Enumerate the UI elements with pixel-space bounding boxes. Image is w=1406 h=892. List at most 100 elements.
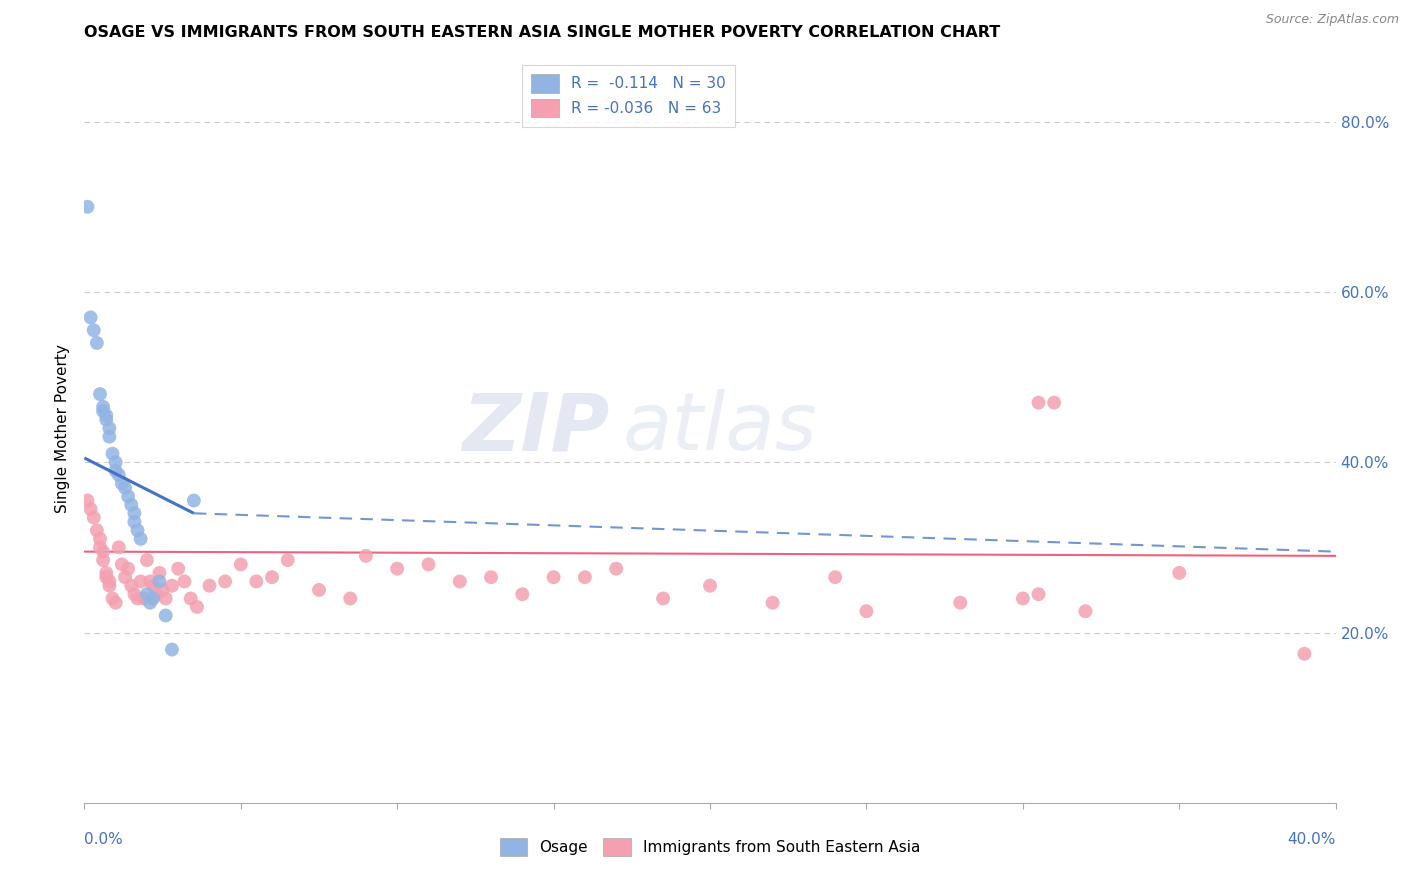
Point [104, 596, 127, 610]
Point [107, 467, 129, 482]
Point [855, 604, 877, 618]
Point [173, 574, 195, 589]
Point [132, 591, 155, 606]
Point [98, 574, 121, 589]
Point [76, 493, 98, 508]
Point [245, 574, 267, 589]
Point [91, 404, 114, 418]
Point [79, 502, 101, 516]
Point [96, 409, 118, 423]
Point [354, 549, 377, 563]
Legend: Osage, Immigrants from South Eastern Asia: Osage, Immigrants from South Eastern Asi… [494, 831, 927, 863]
Point [385, 562, 409, 576]
Point [107, 541, 129, 555]
Point [339, 591, 361, 606]
Point [198, 579, 221, 593]
Text: ZIP: ZIP [463, 389, 610, 467]
Point [180, 591, 202, 606]
Point [129, 532, 152, 546]
Point [418, 558, 440, 572]
Point [1028, 395, 1050, 409]
Point [605, 562, 627, 576]
Point [139, 574, 162, 589]
Point [142, 579, 165, 593]
Point [160, 642, 183, 657]
Point [89, 387, 111, 401]
Point [96, 570, 118, 584]
Point [1074, 604, 1097, 618]
Point [183, 493, 205, 508]
Point [83, 510, 105, 524]
Point [167, 562, 190, 576]
Point [129, 574, 152, 589]
Text: 40.0%: 40.0% [1288, 832, 1336, 847]
Point [824, 570, 846, 584]
Point [308, 582, 330, 597]
Point [86, 336, 108, 351]
Text: 0.0%: 0.0% [84, 832, 124, 847]
Point [136, 553, 159, 567]
Point [1294, 647, 1316, 661]
Point [86, 524, 108, 538]
Point [277, 553, 299, 567]
Point [139, 596, 162, 610]
Point [479, 570, 502, 584]
Point [98, 430, 121, 444]
Point [104, 464, 127, 478]
Point [101, 591, 124, 606]
Text: OSAGE VS IMMIGRANTS FROM SOUTH EASTERN ASIA SINGLE MOTHER POVERTY CORRELATION CH: OSAGE VS IMMIGRANTS FROM SOUTH EASTERN A… [84, 25, 1001, 40]
Point [96, 412, 118, 426]
Point [229, 558, 252, 572]
Point [186, 599, 208, 614]
Point [142, 591, 165, 606]
Point [76, 200, 98, 214]
Point [148, 566, 170, 580]
Point [449, 574, 471, 589]
Point [652, 591, 675, 606]
Point [155, 591, 177, 606]
Point [91, 544, 114, 558]
Point [127, 524, 149, 538]
Text: Source: ZipAtlas.com: Source: ZipAtlas.com [1265, 13, 1399, 27]
Point [83, 323, 105, 337]
Point [152, 582, 174, 597]
Point [155, 608, 177, 623]
Point [124, 506, 146, 520]
Point [79, 310, 101, 325]
Point [127, 591, 149, 606]
Point [214, 574, 236, 589]
Point [699, 579, 721, 593]
Point [949, 596, 972, 610]
Point [111, 476, 134, 491]
Point [1012, 591, 1035, 606]
Point [96, 566, 118, 580]
Point [136, 587, 159, 601]
Point [117, 562, 139, 576]
Point [512, 587, 534, 601]
Point [124, 515, 146, 529]
Point [160, 579, 183, 593]
Point [98, 579, 121, 593]
Point [1028, 587, 1050, 601]
Point [89, 541, 111, 555]
Point [114, 570, 136, 584]
Point [574, 570, 596, 584]
Point [124, 587, 146, 601]
Point [145, 587, 167, 601]
Point [120, 498, 142, 512]
Point [117, 489, 139, 503]
Point [89, 532, 111, 546]
Point [98, 421, 121, 435]
Point [91, 553, 114, 567]
Point [104, 455, 127, 469]
Point [101, 447, 124, 461]
Point [91, 400, 114, 414]
Point [148, 574, 170, 589]
Point [1168, 566, 1191, 580]
Point [111, 558, 134, 572]
Y-axis label: Single Mother Poverty: Single Mother Poverty [55, 343, 70, 513]
Point [762, 596, 785, 610]
Point [543, 570, 565, 584]
Point [120, 579, 142, 593]
Point [114, 481, 136, 495]
